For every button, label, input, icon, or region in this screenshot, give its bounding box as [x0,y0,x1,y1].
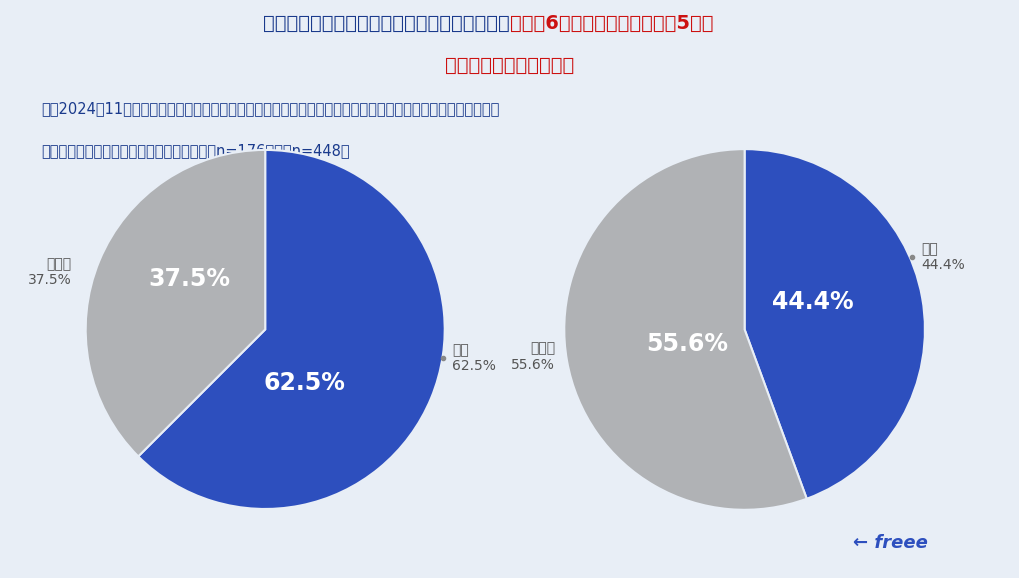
Text: いいえ
37.5%: いいえ 37.5% [28,257,71,287]
Text: 個人事業主: 個人事業主 [709,222,789,240]
Text: いいえ
55.6%: いいえ 55.6% [511,342,554,372]
Wedge shape [139,150,444,509]
Text: はい
62.5%: はい 62.5% [451,343,495,373]
Text: 62.5%: 62.5% [264,371,345,395]
Text: 新法対応が義務だと知っていると答えた割合は: 新法対応が義務だと知っていると答えた割合は [263,14,510,33]
Text: 44.4%: 44.4% [771,290,853,314]
Wedge shape [744,149,924,499]
Text: 義務だということを知っていますか？（法人n=176、個人n=448）: 義務だということを知っていますか？（法人n=176、個人n=448） [41,143,350,158]
Text: はい
44.4%: はい 44.4% [920,242,964,272]
Text: ← freee: ← freee [853,534,927,552]
Wedge shape [564,149,806,510]
Wedge shape [86,150,265,457]
Text: 法人: 法人 [236,222,283,240]
Text: 認知度とほぼ同じ結果に: 認知度とほぼ同じ結果に [445,56,574,75]
Text: 37.5%: 37.5% [149,267,230,291]
Text: 問：2024年11月以降、企業からフリーランスに発注を行う場合、フリーランス新法に沯った対応をすることが: 問：2024年11月以降、企業からフリーランスに発注を行う場合、フリーランス新法… [41,101,498,116]
Text: 法人の6割強、個人事業主では5割弱: 法人の6割強、個人事業主では5割弱 [510,14,713,33]
Text: 55.6%: 55.6% [645,332,728,356]
